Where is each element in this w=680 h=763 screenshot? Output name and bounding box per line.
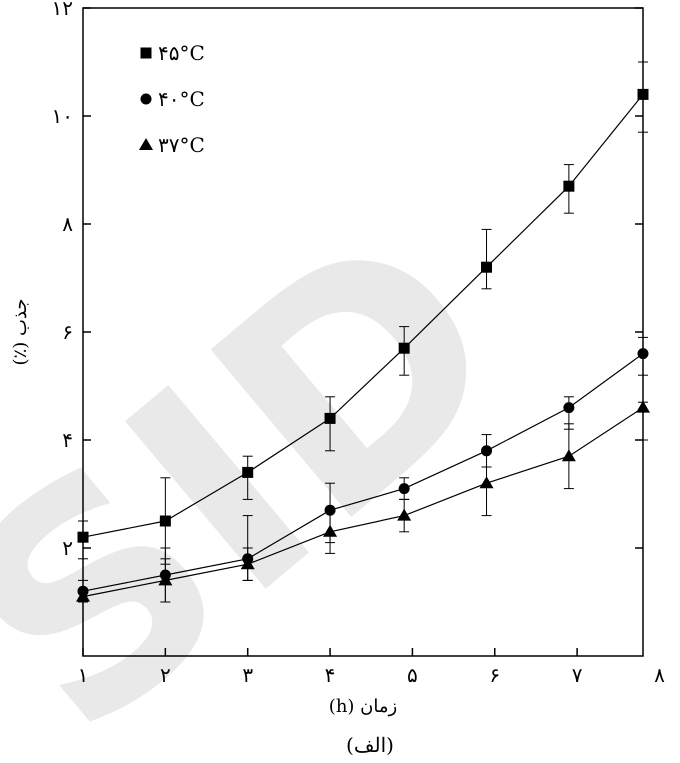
data-point	[481, 445, 493, 457]
data-point	[77, 531, 89, 543]
data-point	[158, 573, 173, 586]
x-tick-label: ۵	[407, 663, 418, 687]
x-tick-label: ۲	[160, 663, 171, 687]
legend-marker-triangle	[139, 138, 153, 150]
data-point	[479, 476, 494, 489]
legend-marker-circle	[140, 93, 152, 105]
y-axis-ticks: ۲ ۴ ۶ ۸ ۱۰ ۱۲	[52, 0, 643, 560]
data-point	[637, 348, 649, 360]
data-point	[323, 524, 338, 537]
series-line	[82, 94, 644, 538]
data-point	[563, 180, 575, 192]
data-point	[159, 515, 171, 527]
data-point	[398, 342, 410, 354]
legend-marker-square	[140, 47, 152, 59]
data-point	[76, 589, 90, 602]
legend-label: ۳۷°C	[158, 133, 205, 157]
legend-label: ۴۵°C	[158, 41, 205, 65]
y-tick-label: ۱۰	[52, 104, 73, 128]
data-point	[324, 412, 336, 424]
series-triangle	[76, 400, 650, 603]
legend: ۴۵°C ۴۰°C ۳۷°C	[139, 41, 205, 157]
data-point	[636, 400, 650, 413]
x-axis-ticks: ۱ ۲ ۳ ۴ ۵ ۶ ۷ ۸	[78, 648, 665, 687]
figure-caption: (الف)	[346, 733, 394, 757]
y-tick-label: ۸	[62, 212, 73, 236]
x-tick-label: ۶	[489, 663, 500, 687]
legend-label: ۴۰°C	[158, 87, 205, 111]
data-point	[563, 402, 575, 414]
data-point	[397, 508, 412, 521]
data-point	[481, 261, 493, 273]
data-point	[637, 88, 649, 100]
series-line	[82, 407, 644, 598]
x-axis-label: زمان (h)	[329, 696, 397, 717]
y-tick-label: ۴	[62, 428, 73, 452]
data-point	[561, 449, 576, 462]
series-circle	[77, 336, 649, 603]
data-point	[398, 483, 410, 495]
x-tick-label: ۸	[654, 663, 665, 687]
data-point	[240, 557, 255, 570]
y-axis-label: جذب (٪)	[10, 299, 31, 366]
x-tick-label: ۳	[242, 663, 253, 687]
y-tick-label: ۶	[62, 320, 73, 344]
y-tick-label: ۲	[62, 536, 73, 560]
y-tick-label: ۱۲	[52, 0, 73, 20]
series-layer	[76, 61, 650, 603]
x-tick-label: ۷	[572, 663, 583, 687]
x-tick-label: ۴	[325, 663, 336, 687]
x-tick-label: ۱	[78, 663, 89, 687]
series-square	[77, 61, 649, 565]
data-point	[242, 466, 254, 478]
series-line	[82, 353, 644, 592]
